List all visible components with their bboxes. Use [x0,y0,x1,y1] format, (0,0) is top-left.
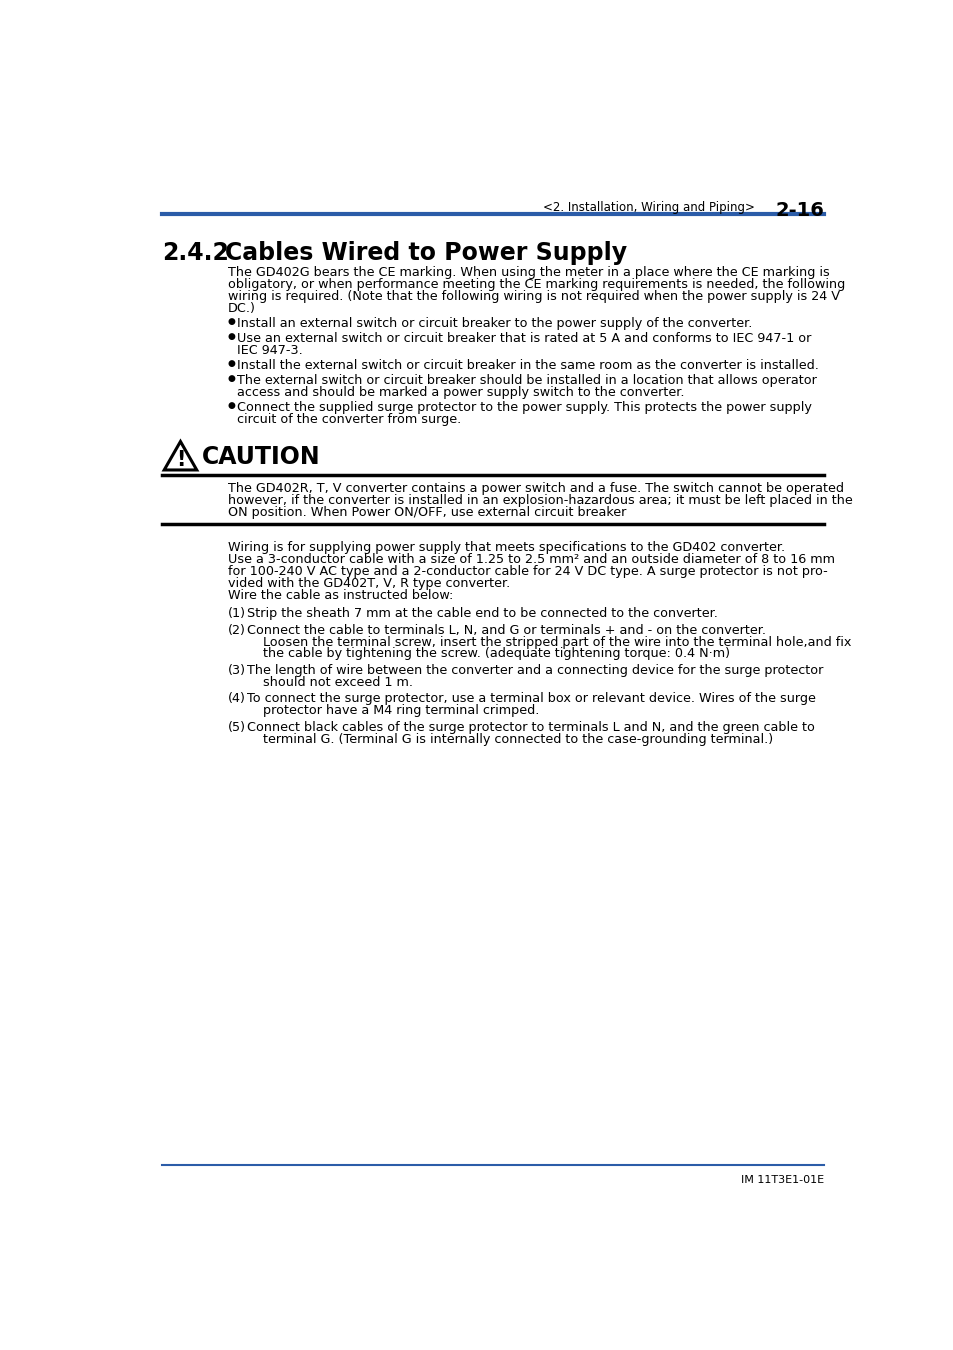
Text: Use a 3-conductor cable with a size of 1.25 to 2.5 mm² and an outside diameter o: Use a 3-conductor cable with a size of 1… [228,554,834,566]
Text: Use an external switch or circuit breaker that is rated at 5 A and conforms to I: Use an external switch or circuit breake… [236,332,811,344]
Text: Connect black cables of the surge protector to terminals L and N, and the green : Connect black cables of the surge protec… [247,721,814,734]
Text: !: ! [175,450,185,470]
Text: CAUTION: CAUTION [201,444,319,468]
Text: The length of wire between the converter and a connecting device for the surge p: The length of wire between the converter… [247,664,822,676]
Text: The external switch or circuit breaker should be installed in a location that al: The external switch or circuit breaker s… [236,374,816,386]
Text: ●: ● [228,317,235,325]
Text: 2-16: 2-16 [775,201,823,220]
Text: Install an external switch or circuit breaker to the power supply of the convert: Install an external switch or circuit br… [236,317,752,329]
Text: Cables Wired to Power Supply: Cables Wired to Power Supply [225,240,627,265]
Text: for 100-240 V AC type and a 2-conductor cable for 24 V DC type. A surge protecto: for 100-240 V AC type and a 2-conductor … [228,566,826,578]
Text: ON position. When Power ON/OFF, use external circuit breaker: ON position. When Power ON/OFF, use exte… [228,506,625,520]
Text: ●: ● [228,401,235,409]
Text: (3): (3) [228,664,246,676]
Text: vided with the GD402T, V, R type converter.: vided with the GD402T, V, R type convert… [228,576,510,590]
Text: The GD402R, T, V converter contains a power switch and a fuse. The switch cannot: The GD402R, T, V converter contains a po… [228,482,842,495]
Text: Loosen the terminal screw, insert the stripped part of the wire into the termina: Loosen the terminal screw, insert the st… [262,636,850,648]
Text: To connect the surge protector, use a terminal box or relevant device. Wires of : To connect the surge protector, use a te… [247,693,815,706]
Text: (2): (2) [228,624,245,637]
Text: 2.4.2: 2.4.2 [162,240,229,265]
Text: ●: ● [228,359,235,367]
Text: Connect the supplied surge protector to the power supply. This protects the powe: Connect the supplied surge protector to … [236,401,811,413]
Text: <2. Installation, Wiring and Piping>: <2. Installation, Wiring and Piping> [542,201,754,213]
Text: Connect the cable to terminals L, N, and G or terminals + and - on the converter: Connect the cable to terminals L, N, and… [247,624,765,637]
Text: (1): (1) [228,608,246,620]
Text: the cable by tightening the screw. (adequate tightening torque: 0.4 N·m): the cable by tightening the screw. (adeq… [262,648,729,660]
Text: Wiring is for supplying power supply that meets specifications to the GD402 conv: Wiring is for supplying power supply tha… [228,541,784,555]
Text: access and should be marked a power supply switch to the converter.: access and should be marked a power supp… [236,386,684,398]
Text: (5): (5) [228,721,246,734]
Text: however, if the converter is installed in an explosion-hazardous area; it must b: however, if the converter is installed i… [228,494,852,508]
Text: IM 11T3E1-01E: IM 11T3E1-01E [740,1174,823,1184]
Text: DC.): DC.) [228,302,255,315]
Text: ●: ● [228,332,235,340]
Text: obligatory, or when performance meeting the CE marking requirements is needed, t: obligatory, or when performance meeting … [228,278,844,290]
Text: protector have a M4 ring terminal crimped.: protector have a M4 ring terminal crimpe… [262,705,538,717]
Text: (4): (4) [228,693,245,706]
Text: wiring is required. (Note that the following wiring is not required when the pow: wiring is required. (Note that the follo… [228,290,839,302]
Text: ●: ● [228,374,235,383]
Text: should not exceed 1 m.: should not exceed 1 m. [262,676,413,688]
Text: terminal G. (Terminal G is internally connected to the case-grounding terminal.): terminal G. (Terminal G is internally co… [262,733,772,747]
Text: Install the external switch or circuit breaker in the same room as the converter: Install the external switch or circuit b… [236,359,818,371]
Text: Wire the cable as instructed below:: Wire the cable as instructed below: [228,589,453,602]
Text: IEC 947-3.: IEC 947-3. [236,344,302,356]
Text: circuit of the converter from surge.: circuit of the converter from surge. [236,413,461,425]
Text: Strip the sheath 7 mm at the cable end to be connected to the converter.: Strip the sheath 7 mm at the cable end t… [247,608,718,620]
Text: The GD402G bears the CE marking. When using the meter in a place where the CE ma: The GD402G bears the CE marking. When us… [228,266,828,279]
